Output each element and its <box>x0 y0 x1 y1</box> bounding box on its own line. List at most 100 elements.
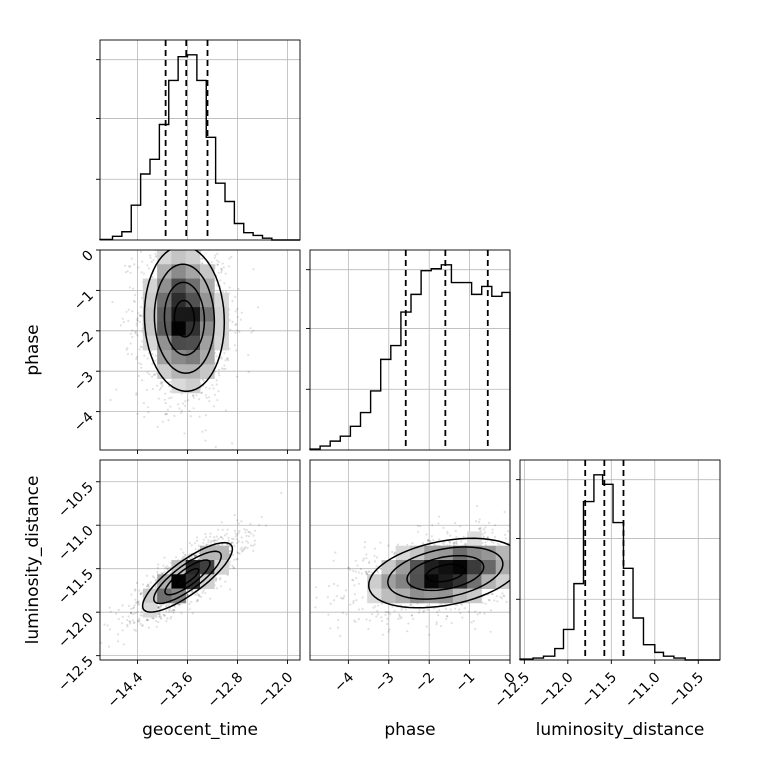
scatter-point <box>538 545 540 547</box>
scatter-point <box>443 543 446 546</box>
scatter-point <box>152 617 155 620</box>
scatter-point <box>229 328 232 331</box>
scatter-point <box>170 609 173 613</box>
scatter-point <box>165 244 167 246</box>
scatter-point <box>165 567 168 570</box>
scatter-point <box>122 643 125 646</box>
scatter-point <box>139 314 142 317</box>
scatter-point <box>127 308 130 311</box>
scatter-point <box>136 601 139 604</box>
scatter-point <box>410 614 413 617</box>
scatter-point <box>536 568 538 570</box>
scatter-point <box>156 229 158 231</box>
scatter-point <box>406 630 409 633</box>
scatter-point <box>141 260 144 263</box>
scatter-point <box>157 397 160 400</box>
scatter-point <box>235 349 238 352</box>
scatter-point <box>575 541 577 543</box>
scatter-point <box>124 271 127 274</box>
scatter-point <box>214 445 217 448</box>
scatter-point <box>459 611 462 615</box>
scatter-point <box>215 535 218 538</box>
density-cell <box>157 250 172 265</box>
scatter-point <box>164 413 167 416</box>
scatter-point <box>141 340 144 343</box>
scatter-point <box>217 371 220 375</box>
scatter-point <box>183 555 186 559</box>
scatter-point <box>109 398 112 402</box>
scatter-point <box>184 554 187 557</box>
scatter-point <box>437 614 440 617</box>
scatter-point <box>149 581 152 584</box>
scatter-point <box>220 367 223 370</box>
scatter-point <box>178 603 181 606</box>
scatter-point <box>159 604 163 607</box>
scatter-point <box>129 265 132 268</box>
scatter-point <box>216 259 219 262</box>
scatter-point <box>135 392 138 395</box>
scatter-point <box>515 571 517 573</box>
scatter-point <box>162 564 165 567</box>
scatter-point <box>530 564 532 566</box>
scatter-point <box>428 633 431 636</box>
scatter-point <box>491 531 494 534</box>
scatter-point <box>367 570 370 573</box>
scatter-point <box>465 543 468 546</box>
scatter-point <box>171 609 175 612</box>
scatter-point <box>361 607 364 611</box>
scatter-point <box>367 627 370 631</box>
scatter-point <box>285 625 287 627</box>
scatter-point <box>234 324 237 327</box>
scatter-point <box>229 549 232 553</box>
scatter-point <box>226 528 229 531</box>
scatter-point <box>528 532 530 534</box>
scatter-point <box>475 520 478 523</box>
scatter-point <box>353 593 357 596</box>
scatter-point <box>90 289 92 291</box>
scatter-point <box>146 619 149 622</box>
scatter-point <box>148 490 150 492</box>
scatter-point <box>208 387 211 390</box>
scatter-point <box>222 367 225 370</box>
scatter-point <box>400 608 403 611</box>
scatter-point <box>538 527 540 529</box>
scatter-point <box>217 390 220 393</box>
scatter-point <box>506 530 509 533</box>
scatter-point <box>235 375 239 378</box>
scatter-point <box>224 409 227 412</box>
scatter-point <box>460 603 463 606</box>
density-cell <box>200 560 215 575</box>
scatter-point <box>217 260 221 263</box>
scatter-point <box>228 257 231 260</box>
x-tick-label: −10.5 <box>665 670 707 712</box>
scatter-point <box>494 524 497 527</box>
scatter-point <box>162 613 165 616</box>
scatter-point <box>127 604 131 608</box>
scatter-point <box>335 595 338 598</box>
scatter-point <box>453 542 456 545</box>
scatter-point <box>387 630 390 633</box>
scatter-point <box>150 260 153 263</box>
panel-frame <box>99 249 301 451</box>
scatter-point <box>245 534 248 537</box>
scatter-point <box>439 625 443 628</box>
scatter-point <box>220 269 223 272</box>
scatter-point <box>333 599 336 602</box>
scatter-point <box>164 566 167 569</box>
scatter-point <box>121 622 124 625</box>
scatter-point <box>518 568 520 570</box>
scatter-point <box>165 565 168 568</box>
scatter-point <box>193 542 197 545</box>
scatter-point <box>384 613 387 616</box>
scatter-point <box>135 355 138 359</box>
scatter-point <box>141 624 144 627</box>
pair-panel-geocent_time-luminosity_distance: −14.4 −13.6 −12.8 −12.0−12.5−12.0−11.5−11.0… <box>55 459 301 711</box>
scatter-point <box>527 558 529 560</box>
scatter-point <box>208 400 211 403</box>
scatter-point <box>537 572 539 574</box>
scatter-point <box>438 515 441 518</box>
scatter-point <box>193 554 196 558</box>
scatter-point <box>130 607 133 611</box>
scatter-point <box>133 300 136 303</box>
scatter-point <box>531 547 533 549</box>
